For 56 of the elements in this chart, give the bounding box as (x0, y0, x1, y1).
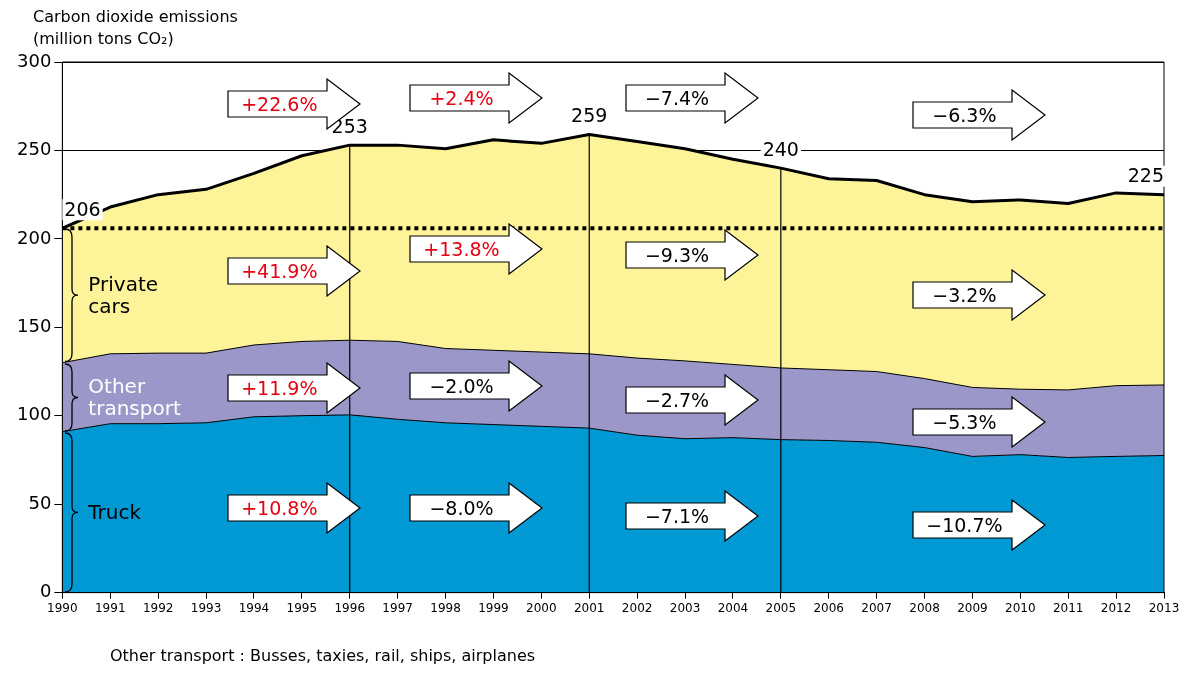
series-label: Other transport (88, 374, 182, 421)
x-tick-label: 2002 (621, 600, 653, 615)
annotation: +2.4% (429, 87, 494, 110)
annotation: −7.4% (644, 87, 710, 110)
x-tick-label: 2004 (717, 600, 749, 615)
x-tick-label: 2005 (765, 600, 797, 615)
y-tick-label: 150 (17, 314, 52, 336)
x-tick-label: 1997 (382, 600, 413, 615)
x-tick-label: 1999 (478, 600, 509, 615)
x-tick-label: 1992 (142, 600, 174, 615)
x-tick-label: 2013 (1148, 600, 1180, 615)
x-tick-label: 1994 (238, 600, 270, 615)
y-tick-label: 50 (28, 491, 52, 513)
x-tick-label: 1991 (94, 600, 126, 615)
annotation: −3.2% (932, 283, 997, 306)
x-tick-label: 2003 (669, 600, 701, 615)
x-tick-label: 2011 (1052, 600, 1084, 615)
y-tick-label: 0 (39, 580, 52, 602)
x-tick-label: 1993 (190, 600, 222, 615)
total-label: 206 (64, 197, 101, 220)
annotation: −2.0% (429, 374, 494, 397)
y-tick-label: 300 (17, 49, 52, 71)
annotation: −10.7% (926, 513, 1003, 536)
series-label: Truck (88, 500, 143, 525)
annotation: +22.6% (241, 92, 318, 115)
x-tick-label: 1995 (286, 600, 318, 615)
annotation: −9.3% (644, 243, 710, 266)
annotation: −6.3% (932, 104, 997, 127)
x-tick-label: 2006 (813, 600, 844, 615)
total-label: 240 (762, 137, 799, 160)
x-tick-label: 1996 (334, 600, 366, 615)
x-tick-label: 2009 (957, 600, 988, 615)
x-tick-label: 2010 (1005, 600, 1036, 615)
total-label: 259 (571, 103, 608, 126)
x-tick-label: 2000 (526, 600, 557, 615)
annotation: +13.8% (423, 237, 500, 260)
y-tick-label: 250 (17, 138, 52, 160)
annotation: +41.9% (241, 260, 318, 283)
annotation: +11.9% (241, 376, 318, 399)
annotation: −7.1% (644, 504, 710, 527)
x-tick-label: 2007 (861, 600, 892, 615)
total-label: 225 (1127, 164, 1164, 187)
y-axis-title: Carbon dioxide emissions (million tons CO₂) (33, 6, 239, 50)
annotation: −2.7% (644, 388, 710, 411)
annotation: −8.0% (429, 496, 494, 519)
text: Other transport : Busses, taxies, rail, ships, airplanes (110, 645, 536, 665)
annotation: −5.3% (932, 410, 997, 433)
y-tick-label: 100 (17, 403, 52, 425)
x-tick-label: 1990 (47, 600, 78, 615)
x-tick-label: 2008 (909, 600, 940, 615)
x-tick-label: 1998 (430, 600, 461, 615)
annotation: +10.8% (241, 496, 318, 519)
series-label: Private cars (88, 272, 160, 319)
x-tick-label: 2012 (1100, 600, 1132, 615)
y-tick-label: 200 (17, 226, 52, 248)
x-tick-label: 2001 (573, 600, 605, 615)
